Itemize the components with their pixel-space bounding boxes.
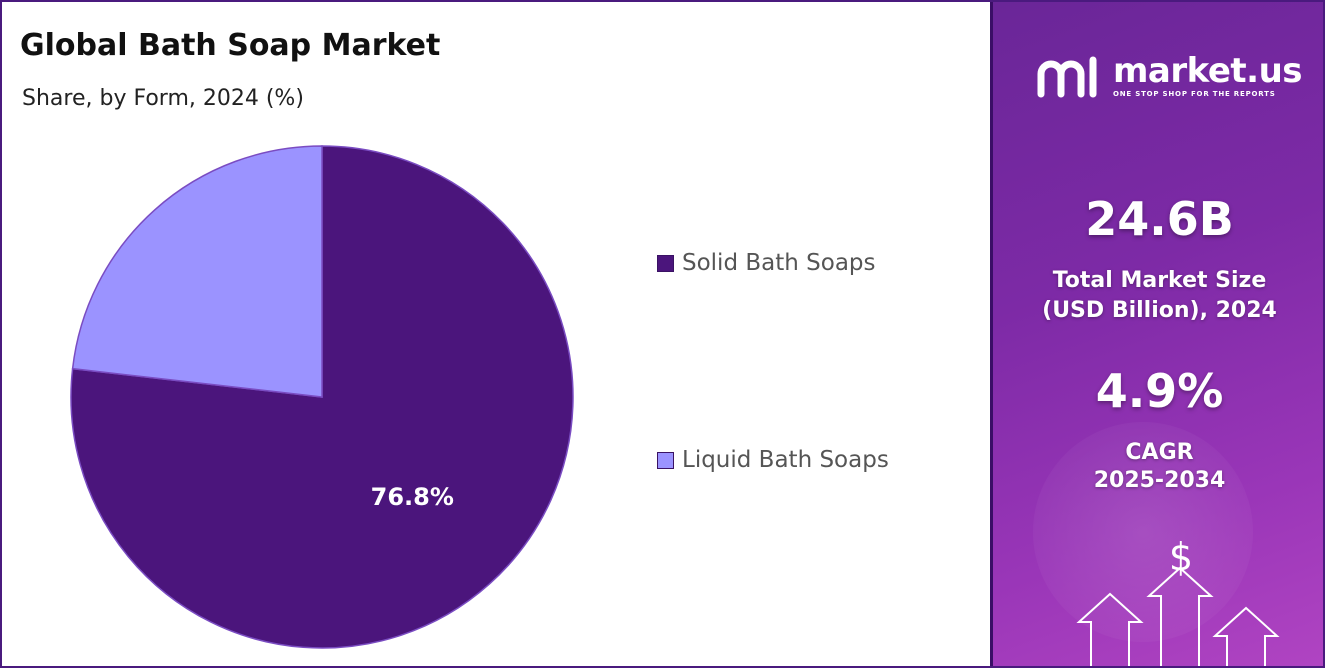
- logo-mark-icon: [1037, 56, 1097, 98]
- market-size-label-line1: Total Market Size: [1052, 268, 1267, 293]
- legend-swatch-solid: [657, 254, 674, 272]
- stats-panel: market.us ONE STOP SHOP FOR THE REPORTS …: [990, 2, 1323, 666]
- chart-panel: 76.8% Global Bath Soap Market Share, by …: [2, 2, 990, 666]
- cagr-label-line2: 2025-2034: [1093, 468, 1226, 493]
- legend-item-solid: Solid Bath Soaps: [657, 250, 876, 276]
- market-size-value: 24.6B: [1085, 192, 1234, 246]
- pie-chart: 76.8%: [70, 145, 574, 649]
- chart-title: Global Bath Soap Market: [20, 28, 441, 63]
- cagr-label-line1: CAGR: [1125, 440, 1194, 465]
- dollar-icon: $: [1169, 535, 1193, 579]
- market-size-label-line2: (USD Billion), 2024: [1042, 298, 1277, 323]
- brand-name: market.us: [1113, 51, 1303, 91]
- growth-arrows-icon: $: [1076, 535, 1280, 666]
- legend-label-solid: Solid Bath Soaps: [682, 250, 876, 276]
- background-glow: [1033, 422, 1253, 642]
- chart-subtitle: Share, by Form, 2024 (%): [22, 86, 304, 111]
- cagr-value: 4.9%: [1095, 364, 1224, 418]
- pie-label-solid-bath-soaps: 76.8%: [371, 483, 454, 511]
- legend-label-liquid: Liquid Bath Soaps: [682, 447, 889, 473]
- legend-swatch-liquid: [657, 451, 674, 469]
- brand-tagline: ONE STOP SHOP FOR THE REPORTS: [1113, 90, 1276, 98]
- legend-item-liquid: Liquid Bath Soaps: [657, 447, 889, 473]
- brand-logo: market.us ONE STOP SHOP FOR THE REPORTS: [1037, 51, 1303, 98]
- pie-slice-liquid-bath-soaps: [71, 145, 323, 398]
